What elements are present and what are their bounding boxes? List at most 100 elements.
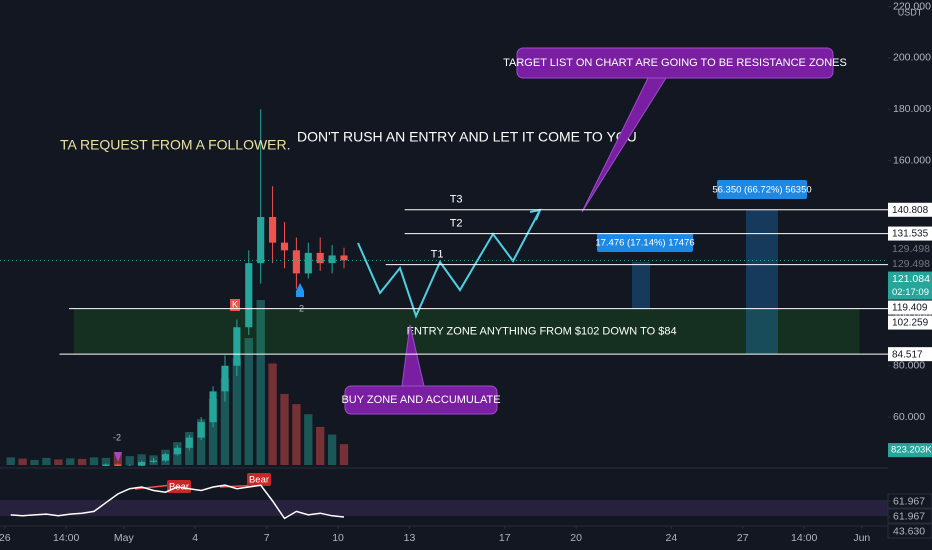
volume-bar xyxy=(66,458,75,465)
volume-bar xyxy=(256,300,265,465)
candle-body xyxy=(149,460,158,462)
candle-body xyxy=(173,447,181,455)
x-tick-label: 4 xyxy=(192,532,198,544)
level-label: 140.808 xyxy=(892,205,929,216)
volume-label-box xyxy=(888,443,932,458)
x-tick-label: 27 xyxy=(737,532,749,544)
level-label: 119.409 xyxy=(892,303,928,314)
candle-body xyxy=(245,263,253,328)
marker: K xyxy=(232,299,238,309)
y-tick-label: 60.000 xyxy=(893,411,925,423)
entry-zone-label: ENTRY ZONE ANYTHING FROM $102 DOWN TO $8… xyxy=(407,325,677,337)
level-label: 129.498 xyxy=(892,258,930,270)
volume-bar xyxy=(6,457,15,465)
callout-text: TARGET LIST ON CHART ARE GOING TO BE RES… xyxy=(503,57,847,69)
x-tick-label: 7 xyxy=(264,532,270,544)
oscillator-label: 61.967 xyxy=(893,495,925,507)
candle-body xyxy=(304,252,312,274)
candle-body xyxy=(269,216,277,243)
candle-body xyxy=(102,464,110,466)
marker: -2 xyxy=(113,432,121,442)
note-request: TA REQUEST FROM A FOLLOWER. xyxy=(60,137,291,153)
level-label-box xyxy=(888,241,932,256)
x-tick-label: 10 xyxy=(332,532,344,544)
last-price-box xyxy=(888,271,932,300)
oscillator-layer xyxy=(10,484,345,520)
candle-body xyxy=(328,255,336,264)
level-name: T1 xyxy=(431,249,444,261)
volume-bar xyxy=(292,404,301,465)
callout-box xyxy=(516,47,834,79)
volume-bar xyxy=(208,399,218,465)
level-label: 84.517 xyxy=(892,349,923,360)
measure-label: 17.476 (17.14%) 17476 xyxy=(595,238,694,249)
last-price-label: 121.084 xyxy=(892,273,930,285)
volume-label: 823.203K xyxy=(891,445,932,456)
volume-bar xyxy=(18,458,27,465)
level-label: 102.259 xyxy=(892,318,929,329)
candle-body xyxy=(316,252,324,264)
note-advice: DON'T RUSH AN ENTRY AND LET IT COME TO Y… xyxy=(297,129,637,145)
candle-body xyxy=(197,422,205,438)
x-tick-label: 24 xyxy=(666,532,678,544)
level-label-box xyxy=(888,226,932,241)
level-label-box xyxy=(888,315,932,330)
marker-arrow xyxy=(114,452,122,462)
volume-bar xyxy=(125,456,134,465)
y-tick-label: 220.000 xyxy=(893,0,931,12)
x-tick-label: 13 xyxy=(404,532,416,544)
signal-box xyxy=(247,473,271,486)
oscillator-label: 43.630 xyxy=(893,525,925,537)
volume-bar xyxy=(220,378,230,465)
callout-text: BUY ZONE AND ACCUMULATE xyxy=(341,394,500,406)
measure-range xyxy=(632,262,650,309)
entry-zone xyxy=(73,308,860,355)
volume-bar xyxy=(137,454,146,465)
level-label-box xyxy=(888,256,932,271)
callout-box xyxy=(344,385,498,415)
candle-body xyxy=(114,464,122,466)
x-tick-label: May xyxy=(114,532,135,544)
volume-bar xyxy=(316,426,325,465)
countdown-label: 02:17:09 xyxy=(892,287,929,298)
volume-bar xyxy=(280,393,289,465)
marker-arrow xyxy=(296,291,304,297)
signal-label: Bear xyxy=(249,475,269,486)
volume-bar xyxy=(89,457,99,465)
level-label: 129.498 xyxy=(892,243,930,255)
level-name: T2 xyxy=(450,217,463,229)
volume-bar xyxy=(101,457,111,465)
candle-body xyxy=(257,216,265,264)
candle-body xyxy=(138,461,146,466)
oscillator-label: 61.967 xyxy=(893,510,925,522)
x-tick-label: Jun xyxy=(853,532,870,544)
zone-layer: ENTRY ZONE ANYTHING FROM $102 DOWN TO $8… xyxy=(73,308,860,355)
volume-bar xyxy=(42,457,51,465)
candle-body xyxy=(161,454,170,461)
y-tick-label: 80.000 xyxy=(893,360,925,372)
candle-body xyxy=(221,365,229,392)
oscillator-label-box xyxy=(887,508,932,524)
volume-bar xyxy=(30,459,39,465)
measure-range xyxy=(746,210,778,354)
candle-body xyxy=(126,465,134,466)
volume-bar xyxy=(339,444,349,465)
volume-bar xyxy=(244,338,253,465)
projection-path xyxy=(357,209,541,319)
x-tick-label: 20 xyxy=(570,532,582,544)
candle-body xyxy=(233,327,241,366)
candle-body xyxy=(292,250,300,274)
marker-box xyxy=(230,299,240,311)
y-tick-label: 200.000 xyxy=(893,52,931,64)
level-label: 131.535 xyxy=(892,229,929,240)
marker-arrow xyxy=(296,283,304,291)
level-label-box xyxy=(888,347,932,362)
level-label-box xyxy=(888,300,932,315)
candle-body xyxy=(209,391,217,423)
volume-bar xyxy=(304,414,313,465)
x-tick-label: 14:00 xyxy=(53,532,79,544)
x-tick-label: 17 xyxy=(499,532,511,544)
x-tick-label: 26 xyxy=(0,532,11,544)
